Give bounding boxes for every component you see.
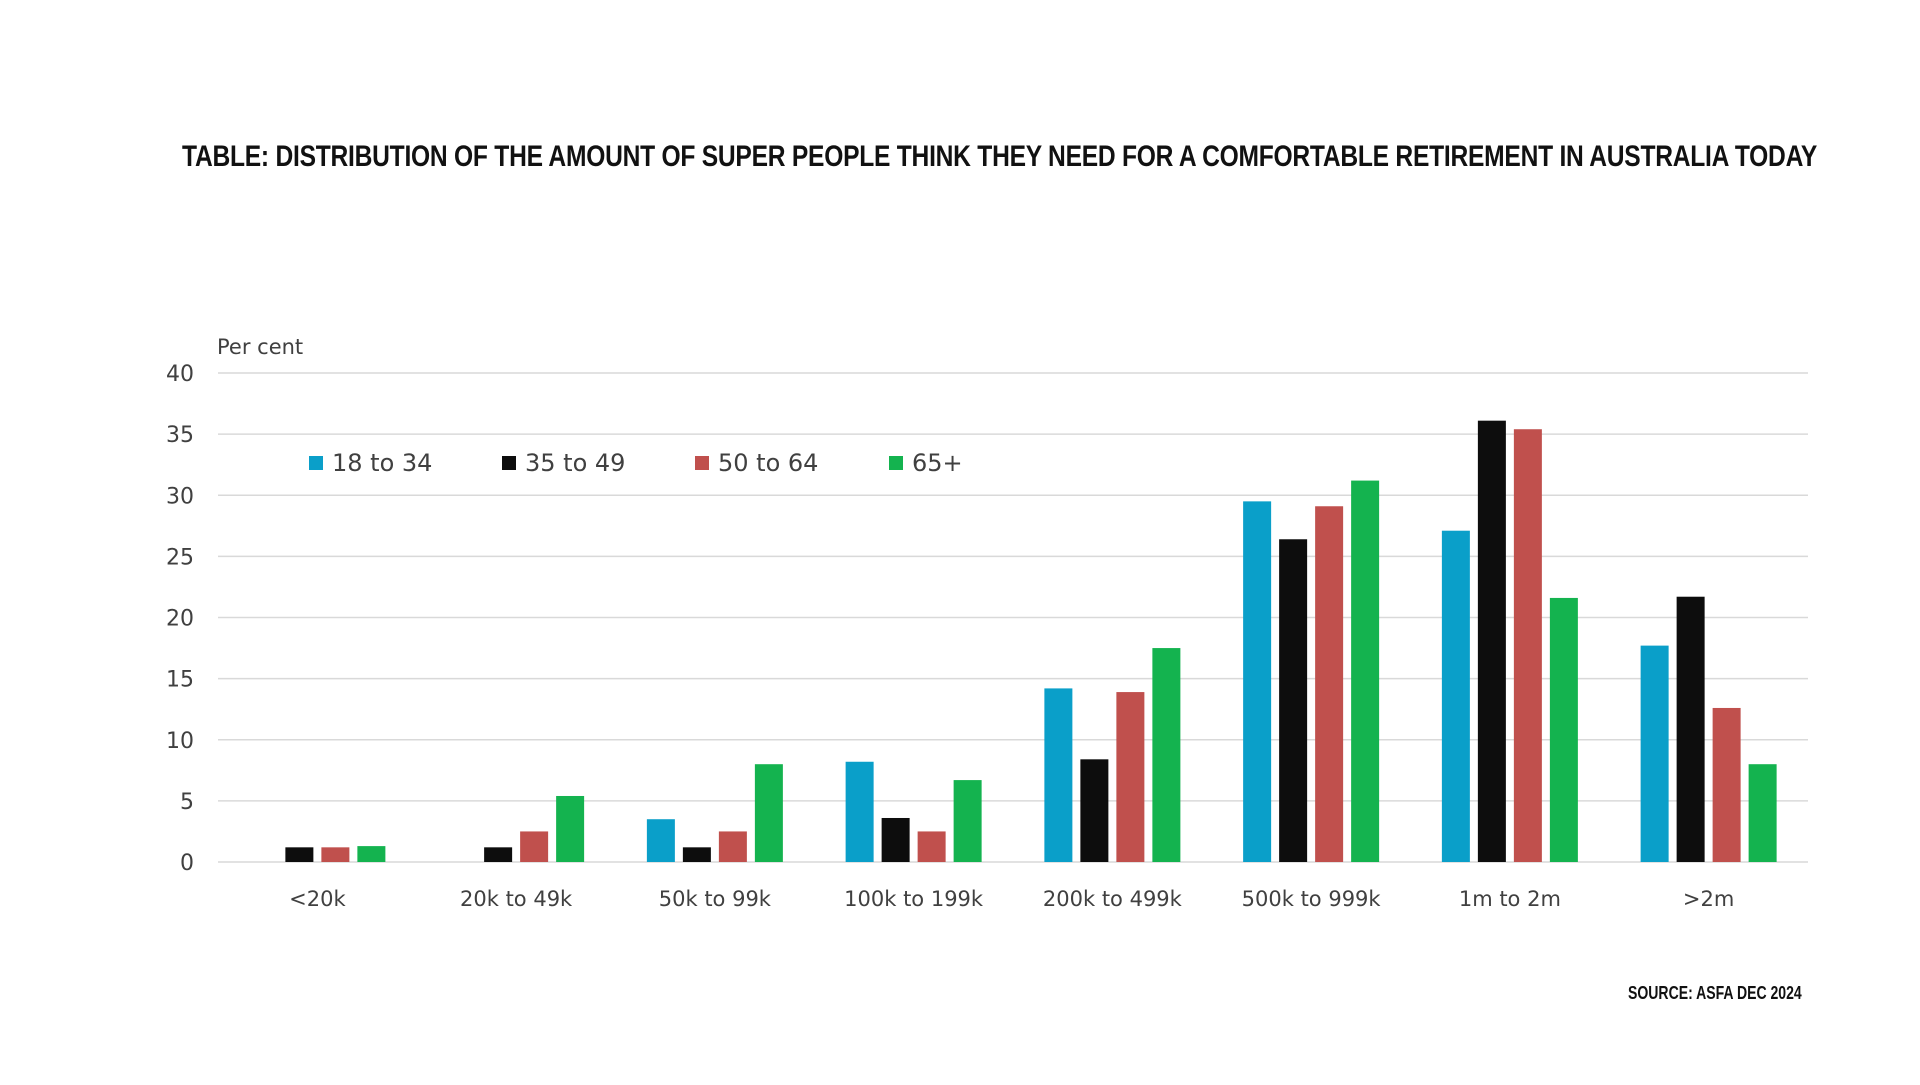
bar	[718, 831, 747, 862]
bar	[1441, 530, 1470, 862]
legend-swatch	[309, 456, 323, 470]
x-tick-label: >2m	[1683, 887, 1734, 911]
y-tick-label: 40	[166, 362, 194, 387]
y-tick-label: 10	[166, 729, 194, 754]
legend-swatch	[695, 456, 709, 470]
bar	[484, 847, 513, 862]
bar	[1513, 429, 1542, 862]
bar	[646, 819, 675, 862]
bar	[1152, 648, 1181, 862]
y-tick-label: 5	[180, 790, 194, 815]
bar	[1080, 759, 1109, 862]
bar	[321, 847, 350, 862]
y-tick-label: 20	[166, 607, 194, 632]
x-tick-label: 20k to 49k	[460, 887, 573, 911]
bar	[357, 846, 386, 862]
bar	[682, 847, 711, 862]
bar	[1351, 480, 1380, 862]
source-note: SOURCE: ASFA DEC 2024	[1628, 983, 1802, 1003]
legend-label: 50 to 64	[718, 449, 818, 477]
x-axis-ticks: <20k 20k to 49k 50k to 99k 100k to 199k 200k…	[289, 887, 1734, 911]
bar	[754, 764, 783, 862]
y-tick-label: 35	[166, 423, 194, 448]
bar	[1279, 539, 1308, 862]
bar	[1315, 506, 1344, 862]
bar	[1243, 501, 1272, 862]
y-tick-label: 0	[180, 851, 194, 876]
y-axis-label: Per cent	[217, 335, 303, 359]
y-tick-label: 30	[166, 484, 194, 509]
bar	[1044, 688, 1073, 862]
bar	[917, 831, 946, 862]
y-tick-label: 25	[166, 545, 194, 570]
legend-swatch	[502, 456, 516, 470]
x-tick-label: 200k to 499k	[1043, 887, 1183, 911]
legend: 18 to 34 35 to 49 50 to 64 65+	[309, 449, 963, 477]
bar	[556, 795, 585, 862]
bars	[285, 420, 1777, 862]
bar	[1549, 597, 1578, 862]
x-tick-label: 50k to 99k	[659, 887, 772, 911]
legend-label: 35 to 49	[525, 449, 625, 477]
y-axis-ticks: 0 5 10 15 20 25 30 35 40	[166, 362, 194, 876]
x-tick-label: <20k	[289, 887, 346, 911]
legend-label: 18 to 34	[332, 449, 432, 477]
bar	[1116, 692, 1145, 862]
x-tick-label: 1m to 2m	[1459, 887, 1561, 911]
bar	[1712, 707, 1741, 862]
bar	[1676, 596, 1705, 862]
x-tick-label: 500k to 999k	[1242, 887, 1382, 911]
bar	[285, 847, 314, 862]
legend-swatch	[889, 456, 903, 470]
bar	[881, 817, 910, 862]
bar	[1477, 420, 1506, 862]
y-tick-label: 15	[166, 668, 194, 693]
bar	[845, 761, 874, 862]
bar	[520, 831, 549, 862]
bar	[1640, 645, 1669, 862]
gridlines	[218, 372, 1808, 863]
legend-label: 65+	[912, 449, 963, 477]
x-tick-label: 100k to 199k	[844, 887, 984, 911]
bar	[953, 780, 982, 862]
bar	[1748, 764, 1777, 862]
